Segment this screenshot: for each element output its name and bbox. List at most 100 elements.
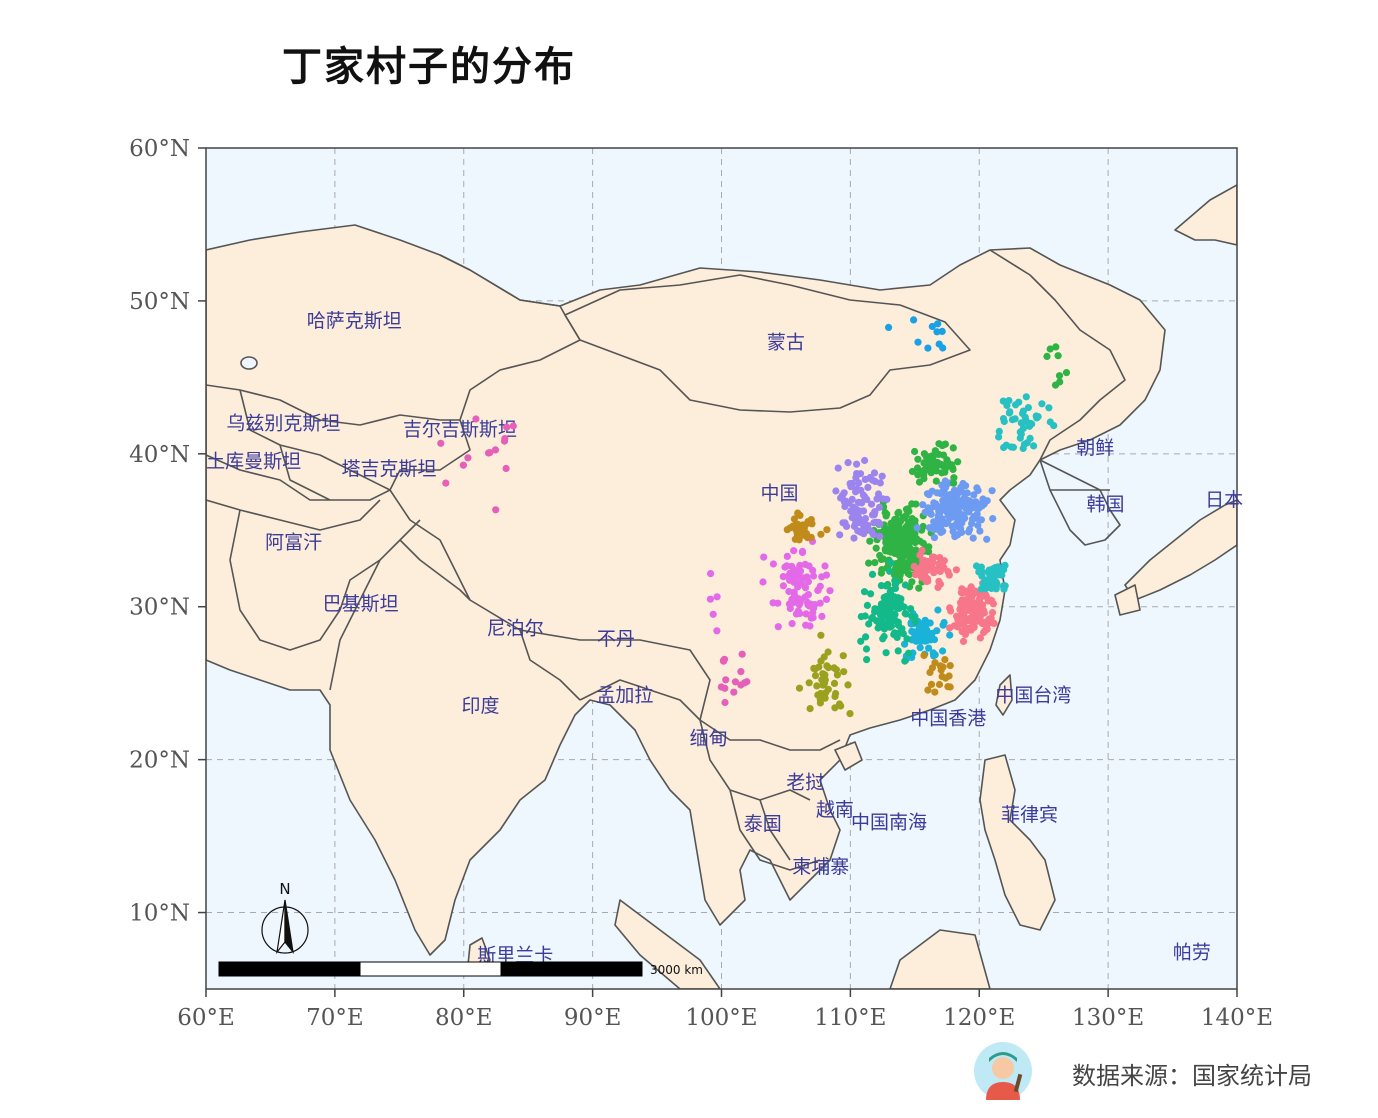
village-point	[932, 465, 939, 472]
village-point	[797, 597, 804, 604]
village-point	[917, 638, 924, 645]
village-point	[739, 651, 746, 658]
village-point	[865, 525, 872, 532]
village-point	[817, 531, 824, 538]
village-point	[880, 555, 887, 562]
village-point	[891, 550, 898, 557]
country-label: 孟加拉	[596, 685, 653, 707]
village-point	[962, 629, 969, 636]
village-point	[907, 605, 914, 612]
village-point	[877, 479, 884, 486]
village-point	[835, 465, 842, 472]
village-point	[1055, 352, 1062, 359]
village-point	[920, 471, 927, 478]
village-point	[905, 552, 912, 559]
village-point	[989, 487, 996, 494]
village-point	[1038, 400, 1045, 407]
village-point	[914, 524, 921, 531]
village-point	[875, 519, 882, 526]
village-point	[915, 629, 922, 636]
village-point	[501, 435, 508, 442]
village-point	[1015, 399, 1022, 406]
village-point	[1030, 442, 1037, 449]
village-point	[876, 533, 883, 540]
village-point	[911, 448, 918, 455]
x-tick-label: 110°E	[814, 1005, 886, 1031]
village-point	[437, 440, 444, 447]
village-point	[878, 582, 885, 589]
village-point	[934, 320, 941, 327]
village-point	[905, 650, 912, 657]
village-point	[941, 469, 948, 476]
village-point	[714, 593, 721, 600]
village-point	[931, 689, 938, 696]
village-point	[964, 489, 971, 496]
village-point	[1063, 369, 1070, 376]
village-point	[946, 604, 953, 611]
village-point	[985, 597, 992, 604]
scale-seg-3	[501, 962, 642, 976]
village-point	[911, 613, 918, 620]
village-point	[1024, 439, 1031, 446]
village-point	[460, 462, 467, 469]
village-point	[871, 469, 878, 476]
village-point	[883, 510, 890, 517]
village-point	[993, 580, 1000, 587]
village-point	[975, 505, 982, 512]
country-label: 日本	[1205, 489, 1243, 511]
village-point	[976, 599, 983, 606]
village-point	[790, 547, 797, 554]
village-point	[920, 652, 927, 659]
village-point	[789, 620, 796, 627]
village-point	[975, 487, 982, 494]
village-point	[866, 475, 873, 482]
y-tick-label: 60°N	[129, 136, 190, 162]
village-point	[720, 658, 727, 665]
village-point	[879, 473, 886, 480]
village-point	[801, 529, 808, 536]
country-label: 中国香港	[910, 707, 986, 729]
y-tick-label: 40°N	[129, 442, 190, 468]
village-point	[914, 456, 921, 463]
village-point	[836, 531, 843, 538]
village-point	[932, 451, 939, 458]
village-point	[886, 568, 893, 575]
village-point	[710, 611, 717, 618]
village-point	[840, 668, 847, 675]
village-point	[931, 659, 938, 666]
village-point	[796, 685, 803, 692]
village-point	[780, 582, 787, 589]
village-point	[883, 539, 890, 546]
village-point	[924, 345, 931, 352]
village-point	[823, 572, 830, 579]
village-point	[880, 602, 887, 609]
village-point	[961, 619, 968, 626]
village-point	[855, 514, 862, 521]
village-point	[883, 649, 890, 656]
village-point	[721, 699, 728, 706]
village-point	[950, 444, 957, 451]
village-point	[980, 607, 987, 614]
country-label: 巴基斯坦	[323, 593, 399, 615]
village-point	[896, 541, 903, 548]
village-point	[492, 506, 499, 513]
y-tick-label: 50°N	[129, 289, 190, 315]
village-point	[770, 560, 777, 567]
village-point	[1056, 378, 1063, 385]
village-point	[817, 699, 824, 706]
village-point	[839, 492, 846, 499]
village-point	[831, 680, 838, 687]
village-point	[929, 553, 936, 560]
village-point	[963, 507, 970, 514]
village-point	[807, 601, 814, 608]
village-point	[927, 619, 934, 626]
village-point	[775, 623, 782, 630]
village-point	[781, 564, 788, 571]
village-point	[939, 647, 946, 654]
village-point	[892, 585, 899, 592]
country-label: 中国台湾	[995, 685, 1071, 707]
village-point	[862, 633, 869, 640]
country-label: 帕劳	[1173, 941, 1211, 963]
village-point	[864, 602, 871, 609]
